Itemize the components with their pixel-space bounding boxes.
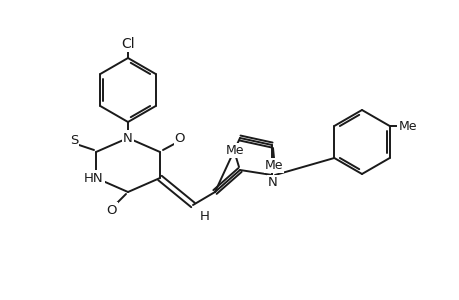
Text: N: N (123, 131, 133, 145)
Text: O: O (174, 131, 185, 145)
Text: S: S (70, 134, 78, 146)
Text: Me: Me (225, 143, 244, 157)
Text: O: O (106, 203, 117, 217)
Text: Cl: Cl (121, 37, 134, 51)
Text: H: H (200, 211, 209, 224)
Text: Me: Me (397, 119, 416, 133)
Text: N: N (268, 176, 277, 190)
Text: HN: HN (84, 172, 104, 184)
Text: Me: Me (264, 158, 283, 172)
